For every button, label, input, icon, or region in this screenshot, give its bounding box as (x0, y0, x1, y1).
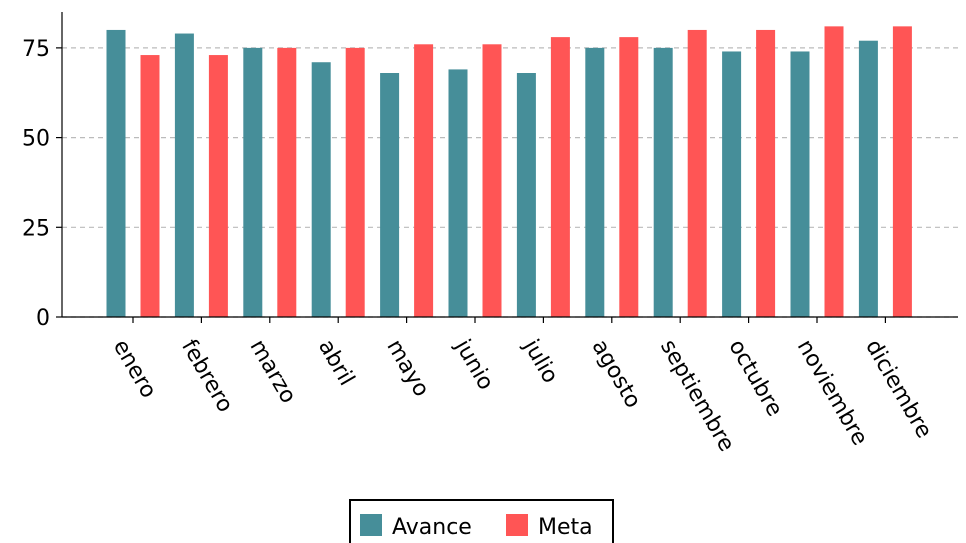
bars (106, 26, 912, 318)
bar-meta-noviembre (824, 26, 844, 318)
bar-avance-junio (448, 69, 468, 317)
legend-box (349, 499, 614, 543)
x-tick-label: abril (313, 336, 359, 391)
x-tick-label: mayo (381, 336, 433, 402)
legend-label-meta: Meta (538, 515, 593, 540)
axes (61, 12, 958, 318)
bar-avance-abril (311, 62, 331, 318)
bar-avance-agosto (585, 47, 605, 317)
legend: Avance Meta (349, 499, 614, 543)
x-axis-ticks: enero febrero marzo abril mayo junio julio agos… (108, 317, 937, 456)
bar-avance-marzo (243, 47, 263, 317)
bar-avance-noviembre (790, 51, 810, 318)
x-tick-label: agosto (587, 336, 646, 413)
bar-meta-abril (345, 47, 365, 317)
bar-meta-julio (550, 37, 570, 317)
bar-avance-diciembre (858, 40, 878, 318)
legend-swatch-meta (506, 514, 528, 536)
y-tick-label: 25 (22, 216, 50, 241)
y-tick-label: 75 (22, 37, 50, 62)
y-tick-label: 50 (22, 127, 50, 152)
bar-meta-octubre (756, 29, 776, 318)
x-tick-label: julio (518, 335, 563, 388)
bar-avance-enero (106, 29, 126, 318)
x-tick-label: febrero (176, 336, 237, 417)
x-tick-label: septiembre (655, 336, 739, 457)
x-tick-label: junio (449, 335, 498, 395)
bar-avance-mayo (380, 73, 400, 317)
bar-avance-octubre (722, 51, 742, 318)
x-tick-label: enero (108, 336, 161, 403)
bar-meta-agosto (619, 37, 639, 317)
bar-meta-enero (140, 55, 160, 317)
legend-label-avance: Avance (392, 515, 472, 540)
legend-swatch-avance (360, 514, 382, 536)
x-tick-label: octubre (723, 336, 787, 421)
bar-meta-junio (482, 44, 502, 317)
y-tick-label: 0 (36, 306, 50, 331)
x-tick-label: marzo (245, 336, 301, 408)
bar-avance-febrero (174, 33, 194, 317)
bar-avance-septiembre (653, 47, 673, 317)
bar-meta-septiembre (687, 29, 707, 318)
bar-avance-julio (516, 73, 536, 317)
grid-lines (62, 47, 958, 318)
bar-meta-marzo (277, 47, 297, 317)
bar-meta-mayo (414, 44, 434, 317)
x-tick-label: diciembre (860, 336, 936, 443)
bar-meta-febrero (208, 55, 228, 317)
x-tick-label: noviembre (792, 336, 872, 450)
bar-meta-diciembre (892, 26, 912, 318)
y-axis-ticks: 0 25 50 75 (22, 37, 62, 331)
